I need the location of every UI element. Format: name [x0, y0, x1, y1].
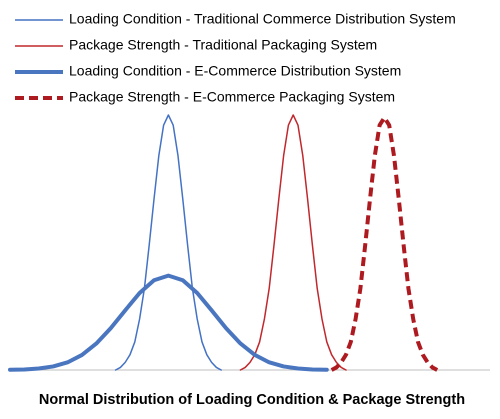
series-line: [330, 115, 439, 372]
series-line: [239, 114, 347, 371]
chart-title: Normal Distribution of Loading Condition…: [39, 392, 465, 408]
legend-label: Package Strength - E-Commerce Packaging …: [69, 89, 395, 105]
legend-label: Loading Condition - E-Commerce Distribut…: [69, 63, 401, 79]
series-line: [8, 273, 329, 372]
legend-label: Package Strength - Traditional Packaging…: [69, 37, 377, 53]
series-line: [114, 114, 222, 371]
legend-label: Loading Condition - Traditional Commerce…: [69, 11, 456, 27]
